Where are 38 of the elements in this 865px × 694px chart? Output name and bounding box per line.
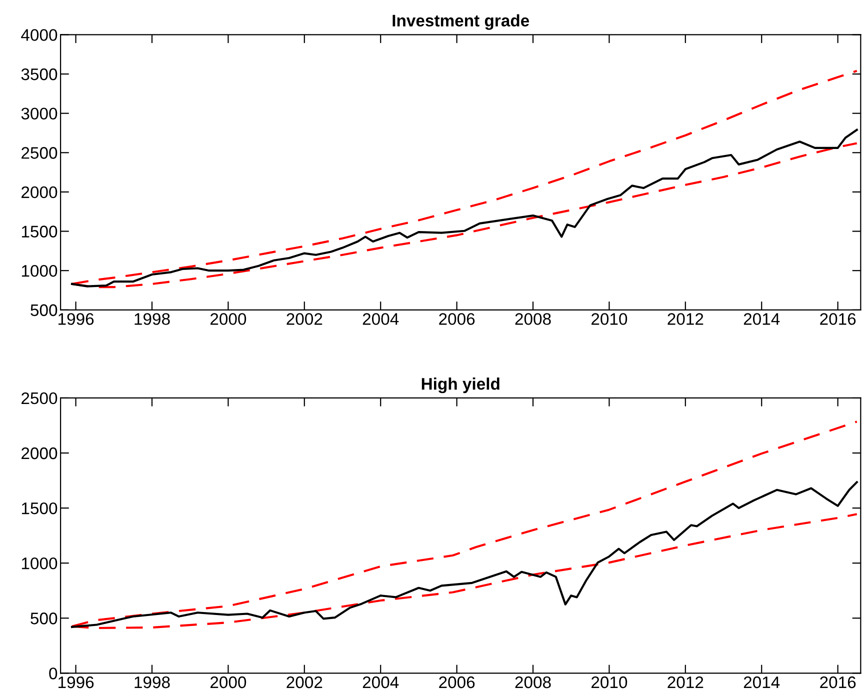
x-tick-label: 2008 [515,313,551,325]
x-tick-label: 1996 [58,676,94,688]
x-tick-label: 2010 [592,313,628,325]
x-tick-label: 2010 [592,676,628,688]
y-tick-label: 500 [30,304,58,316]
x-tick-label: 1998 [134,676,170,688]
y-tick-label: 2500 [22,392,58,404]
x-tick-label: 2016 [820,676,856,688]
x-tick-label: 2012 [668,676,704,688]
x-tick-label: 2002 [286,676,322,688]
x-tick-label: 2000 [210,313,246,325]
chart-title: High yield [422,378,500,394]
x-tick-label: 2002 [286,313,322,325]
x-tick-label: 2004 [362,676,399,688]
y-tick-label: 2000 [22,447,58,460]
x-tick-label: 2016 [820,313,856,325]
y-tick-label: 4000 [21,29,58,41]
x-tick-label: 2006 [439,313,475,325]
y-tick-label: 500 [30,612,58,624]
x-tick-label: 2006 [439,676,475,688]
x-tick-label: 2012 [668,313,704,325]
y-tick-label: 3500 [21,68,58,80]
y-tick-label: 2000 [22,186,58,198]
y-tick-label: 1500 [22,226,58,238]
y-tick-label: 3000 [21,108,58,120]
y-tick-label: 1000 [22,558,58,570]
y-tick-label: 2500 [22,147,58,159]
x-tick-label: 2000 [210,676,246,688]
x-tick-label: 2014 [744,676,780,688]
y-tick-label: 1500 [22,502,58,514]
x-tick-label: 1998 [134,313,170,325]
x-tick-label: 1996 [58,313,94,325]
y-tick-label: 1000 [22,264,58,277]
chart-title: Investment grade [392,14,530,30]
x-tick-label: 2008 [515,676,551,688]
x-tick-label: 2014 [744,313,780,325]
x-tick-label: 2004 [362,313,399,325]
y-tick-label: 0 [49,668,58,680]
